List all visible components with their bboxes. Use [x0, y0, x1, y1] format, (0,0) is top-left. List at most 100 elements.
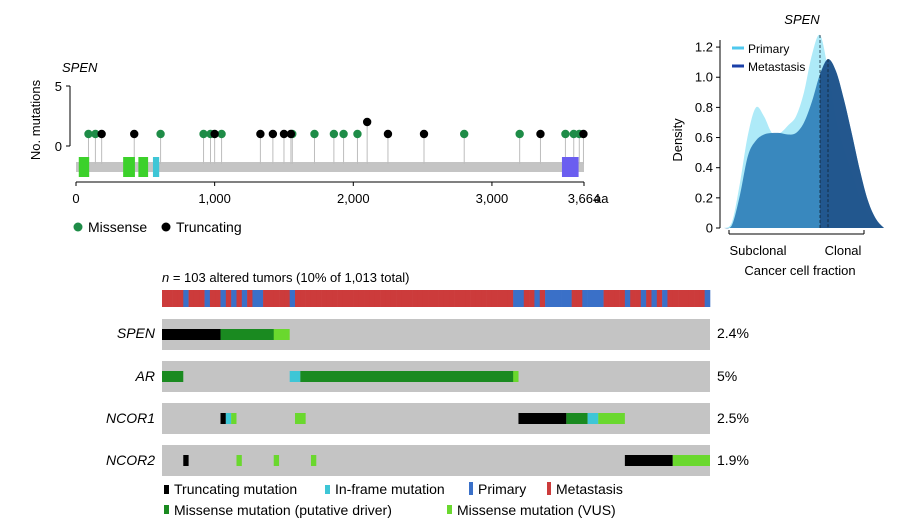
gene-label-ar: AR	[135, 368, 155, 384]
primary-sample-cell	[662, 290, 668, 307]
oncoprint-header-n: n	[162, 270, 169, 285]
density-x-axis-label: Cancer cell fraction	[744, 263, 855, 278]
metastasis-sample-cell	[300, 290, 306, 307]
density-y-axis-label: Density	[670, 118, 685, 162]
primary-sample-cell	[220, 290, 227, 307]
missense-lollipop-head	[460, 129, 469, 139]
lollipop-y-axis-label: No. mutations	[28, 79, 43, 160]
gene-track-ncor2	[162, 445, 710, 476]
metastasis-sample-cell	[688, 290, 695, 307]
truncating-lollipop-head	[210, 129, 219, 139]
truncating-legend-label: Truncating	[176, 219, 242, 235]
lollipop-gene-title: SPEN	[62, 60, 98, 75]
metastasis-sample-cell	[401, 290, 408, 307]
metastasis-sample-cell	[619, 290, 626, 307]
metastasis-sample-cell	[273, 290, 280, 307]
pct-label-ncor2: 1.9%	[717, 452, 749, 468]
truncating-lollipop-head	[286, 129, 296, 139]
oncoprint: n = 103 altered tumors (10% of 1,013 tot…	[106, 270, 749, 518]
metastasis-sample-cell	[342, 290, 349, 307]
metastasis-sample-cell	[353, 290, 360, 307]
metastasis-sample-cell	[247, 290, 253, 307]
metastasis-sample-cell	[225, 290, 232, 307]
metastasis-sample-cell	[576, 290, 583, 307]
metastasis-sample-cell	[683, 290, 690, 307]
metastasis-sample-cell	[523, 290, 530, 307]
vus-missense-cell	[273, 455, 280, 466]
metastasis-sample-cell	[268, 290, 275, 307]
metastasis-sample-cell	[279, 290, 285, 307]
metastasis-sample-cell	[428, 290, 434, 307]
primary-sample-cell	[561, 290, 567, 307]
protein-domain	[78, 157, 90, 177]
oncoprint-header-text: = 103 altered tumors (10% of 1,013 total…	[169, 270, 409, 285]
truncating-legend-marker	[161, 222, 171, 232]
density-y-tick-label: 0.8	[695, 100, 713, 115]
truncating-lollipop-head	[383, 129, 393, 139]
density-y-tick-label: 1.2	[695, 40, 713, 55]
metastasis-sample-cell	[646, 290, 652, 307]
lollipop-x-tick-label: 0	[72, 191, 79, 206]
protein-backbone	[76, 162, 584, 172]
metastasis-sample-cell	[412, 290, 418, 307]
vus-missense-cell	[231, 413, 237, 424]
primary-sample-cell	[582, 290, 588, 307]
metastasis-legend-label: Metastasis	[748, 60, 805, 74]
clonal-label: Clonal	[825, 243, 862, 258]
missense-lollipop-head	[310, 129, 319, 139]
truncating-lollipop-head	[536, 129, 545, 139]
metastasis-sample-cell	[459, 290, 466, 307]
primary-sample-cell	[640, 290, 647, 307]
lollipop-y-tick-label: 0	[55, 139, 62, 154]
metastasis-sample-cell	[656, 290, 663, 307]
metastasis-sample-cell	[380, 290, 386, 307]
metastasis-sample-cell	[422, 290, 429, 307]
metastasis-sample-cell	[614, 290, 620, 307]
metastasis-sample-cell	[364, 290, 370, 307]
metastasis-sample-cell	[502, 290, 509, 307]
metastasis-sample-cell	[236, 290, 243, 307]
vus-missense-cell	[236, 455, 242, 466]
metastasis-sample-cell	[475, 290, 482, 307]
metastasis-swatch	[547, 482, 551, 495]
pct-label-spen: 2.4%	[717, 325, 749, 341]
metastasis-sample-cell	[667, 290, 674, 307]
metastasis-sample-cell	[263, 290, 269, 307]
metastasis-sample-cell	[358, 290, 365, 307]
primary-sample-cell	[651, 290, 658, 307]
missense-lollipop-head	[329, 129, 339, 139]
primary-sample-cell	[241, 290, 248, 307]
metastasis-sample-cell	[571, 290, 578, 307]
metastasis-sample-cell	[199, 290, 205, 307]
metastasis-sample-cell	[417, 290, 423, 307]
metastasis-sample-cell	[332, 290, 338, 307]
metastasis-sample-cell	[491, 290, 498, 307]
protein-domain	[138, 157, 149, 177]
protein-domain	[561, 157, 579, 177]
metastasis-sample-cell	[374, 290, 381, 307]
primary-sample-cell	[231, 290, 237, 307]
truncating-lollipop-head	[279, 129, 289, 139]
metastasis-sample-cell	[507, 290, 514, 307]
primary-sample-cell	[534, 290, 541, 307]
truncating-cell	[518, 413, 567, 424]
missense-legend-label: Missense	[88, 219, 147, 235]
missense-lollipop-head	[353, 129, 362, 139]
metastasis-sample-cell	[608, 290, 615, 307]
primary-sample-cell	[204, 290, 211, 307]
metastasis-sample-cell	[603, 290, 610, 307]
metastasis-sample-cell	[497, 290, 503, 307]
vus-missense-cell	[598, 413, 625, 424]
primary-sample-cell	[624, 290, 631, 307]
metastasis-sample-cell	[390, 290, 397, 307]
vus-missense-cell	[295, 413, 306, 424]
metastasis-sample-cell	[348, 290, 354, 307]
missense-lollipop-head	[156, 129, 165, 139]
missense-lollipop-head	[91, 129, 100, 139]
metastasis-sample-cell	[635, 290, 642, 307]
gene-label-ncor1: NCOR1	[106, 410, 155, 426]
density-y-tick-label: 0	[706, 221, 713, 236]
metastasis-sample-cell	[443, 290, 450, 307]
vus-swatch	[447, 505, 452, 514]
